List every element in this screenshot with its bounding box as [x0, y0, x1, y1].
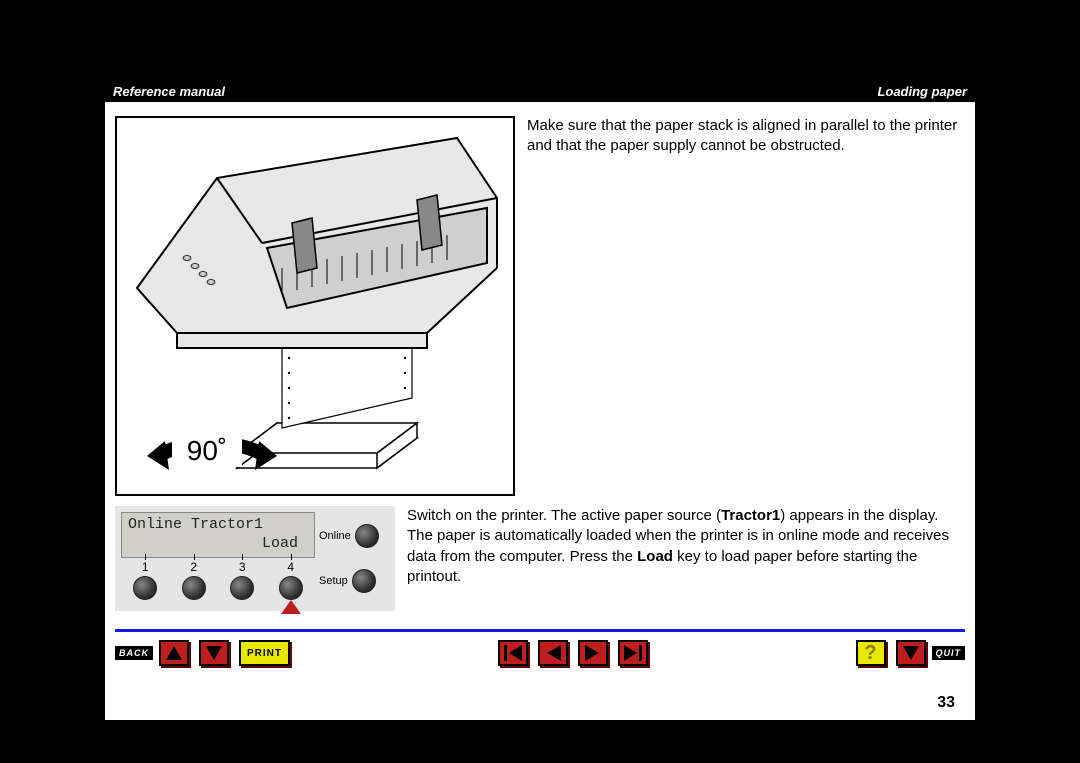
- setup-label: Setup: [319, 575, 348, 587]
- back-button[interactable]: [159, 640, 189, 666]
- tick-1: 1: [142, 560, 149, 574]
- header-right: Loading paper: [877, 84, 967, 99]
- scroll-down-button[interactable]: [199, 640, 229, 666]
- online-label: Online: [319, 530, 351, 542]
- printer-control-panel: Online Tractor1 Load 1 2 3 4: [115, 506, 395, 611]
- setup-button[interactable]: [352, 569, 376, 593]
- softkey-2[interactable]: [182, 576, 206, 600]
- next-page-button[interactable]: [578, 640, 608, 666]
- tick-3: 3: [239, 560, 246, 574]
- quit-label: QUIT: [932, 646, 966, 660]
- quit-button[interactable]: [896, 640, 926, 666]
- header-bar: Reference manual Loading paper: [105, 80, 975, 102]
- print-button[interactable]: PRINT: [239, 640, 290, 666]
- side-buttons: Online Setup: [319, 512, 389, 605]
- tick-2: 2: [190, 560, 197, 574]
- lcd-ticks: 1 2 3 4: [121, 560, 315, 574]
- last-page-button[interactable]: [618, 640, 648, 666]
- prev-page-button[interactable]: [538, 640, 568, 666]
- panel-instruction-text: Switch on the printer. The active paper …: [407, 506, 965, 587]
- printer-illustration: 90˚: [115, 116, 515, 496]
- panel-row: Online Tractor1 Load 1 2 3 4: [105, 496, 975, 611]
- page-number: 33: [937, 694, 955, 712]
- lcd-display: Online Tractor1 Load: [121, 512, 315, 558]
- help-button[interactable]: ?: [856, 640, 886, 666]
- top-instruction-text: Make sure that the paper stack is aligne…: [527, 116, 965, 496]
- tick-4: 4: [287, 560, 294, 574]
- lcd-line-1: Online Tractor1: [128, 516, 308, 535]
- back-label: BACK: [115, 646, 153, 660]
- lcd-softkey-row: [121, 576, 315, 600]
- softkey-4-load[interactable]: [279, 576, 303, 600]
- lcd-line-2: Load: [128, 535, 308, 554]
- header-left: Reference manual: [113, 84, 225, 99]
- softkey-1[interactable]: [133, 576, 157, 600]
- first-page-button[interactable]: [498, 640, 528, 666]
- svg-text:90˚: 90˚: [187, 435, 227, 466]
- nav-bar: BACK PRINT: [105, 632, 975, 666]
- softkey-3[interactable]: [230, 576, 254, 600]
- manual-page: Reference manual Loading paper: [105, 80, 975, 720]
- online-button[interactable]: [355, 524, 379, 548]
- main-row: 90˚ Make sure that the paper stack is al…: [105, 102, 975, 496]
